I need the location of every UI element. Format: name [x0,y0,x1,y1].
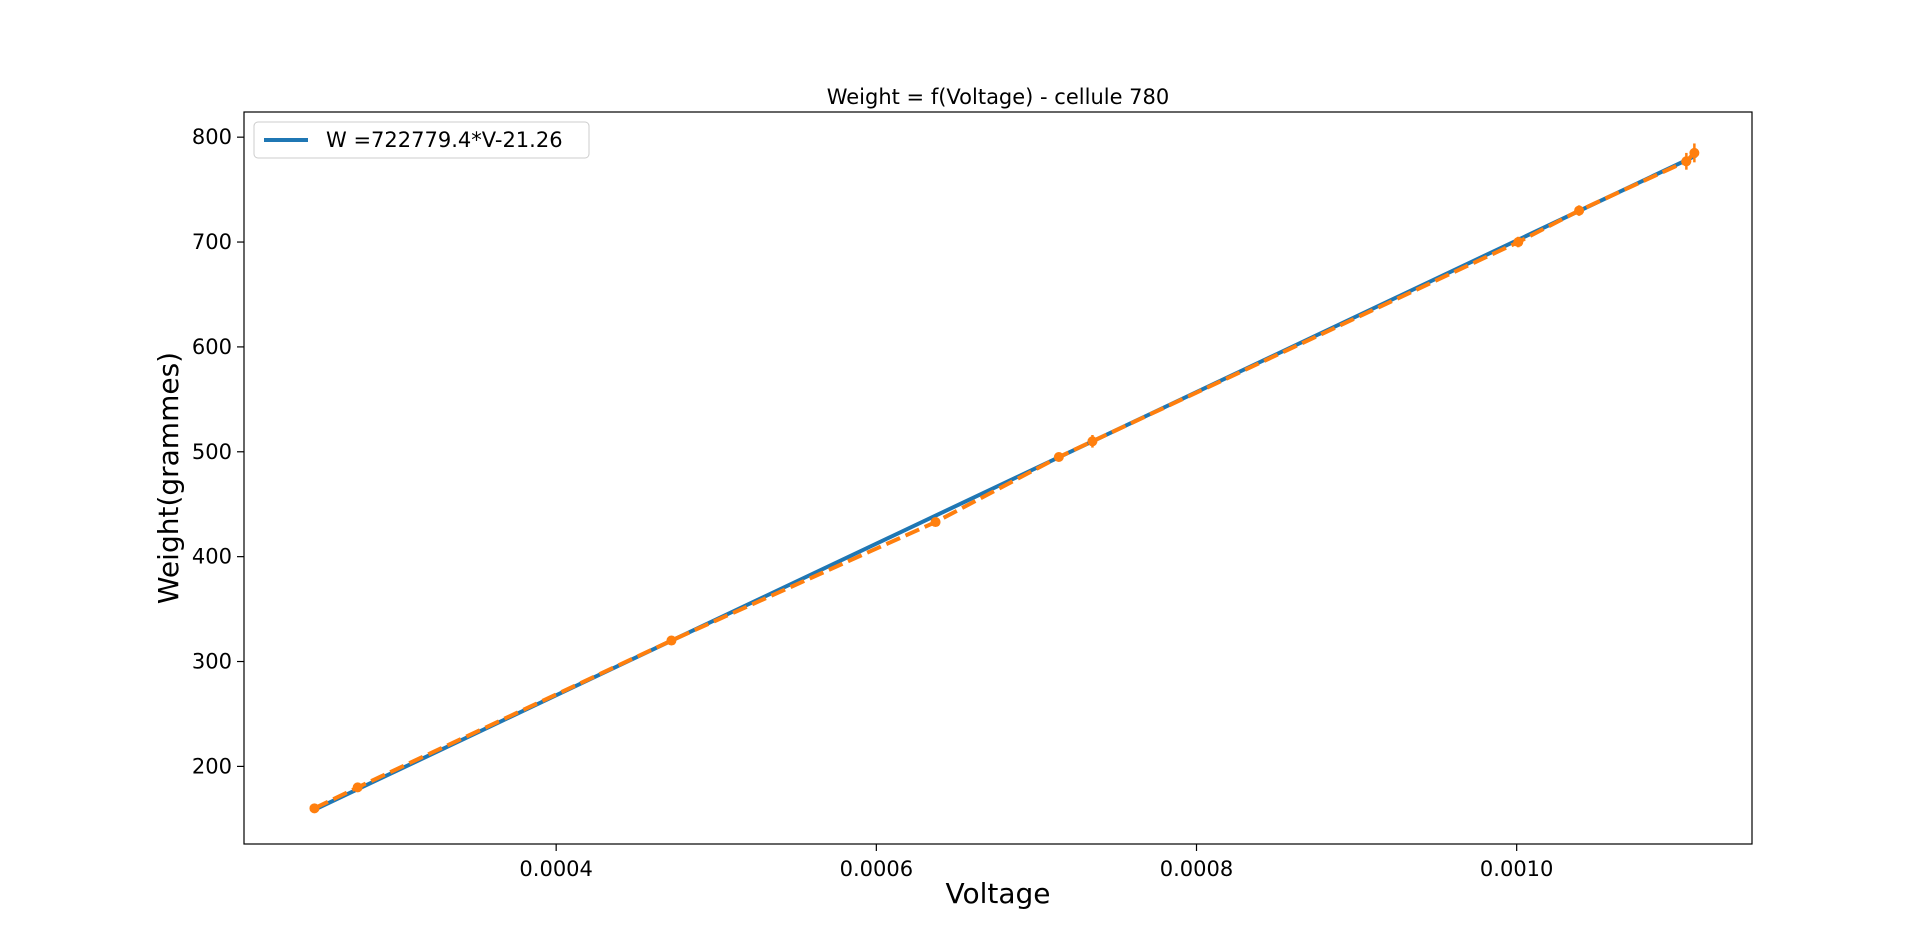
series-layer [309,143,1700,814]
x-tick-label: 0.0008 [1160,857,1233,881]
y-tick-label: 600 [192,335,232,359]
y-tick-label: 800 [192,125,232,149]
y-axis-label: Weight(grammes) [152,352,185,604]
data-point [1681,156,1692,167]
data-point [930,517,941,528]
legend-entry-fit-line: W =722779.4*V-21.26 [326,128,563,152]
data-point [1087,436,1098,447]
y-tick-label: 400 [192,545,232,569]
data-point [666,635,677,646]
series-measured-line [313,151,1696,811]
data-point [309,803,320,814]
y-tick-label: 300 [192,650,232,674]
y-axis: 200 300 400 500 600 700 800 [192,125,244,778]
legend: W =722779.4*V-21.26 [253,121,590,159]
x-axis-label: Voltage [945,877,1050,910]
y-tick-label: 200 [192,754,232,778]
data-point [1574,205,1585,216]
y-tick-label: 500 [192,440,232,464]
data-point [1689,147,1700,158]
x-tick-label: 0.0004 [519,857,592,881]
x-tick-label: 0.0010 [1480,857,1553,881]
x-tick-label: 0.0006 [840,857,913,881]
data-point [352,782,363,793]
y-tick-label: 700 [192,230,232,254]
legend-box [253,121,590,159]
x-axis: 0.0004 0.0006 0.0008 0.0010 [519,844,1553,881]
chart-title: Weight = f(Voltage) - cellule 780 [827,85,1170,109]
plot-area [243,111,1753,845]
data-point [1053,452,1064,463]
plot-frame [243,111,1753,845]
data-point [1513,237,1524,248]
